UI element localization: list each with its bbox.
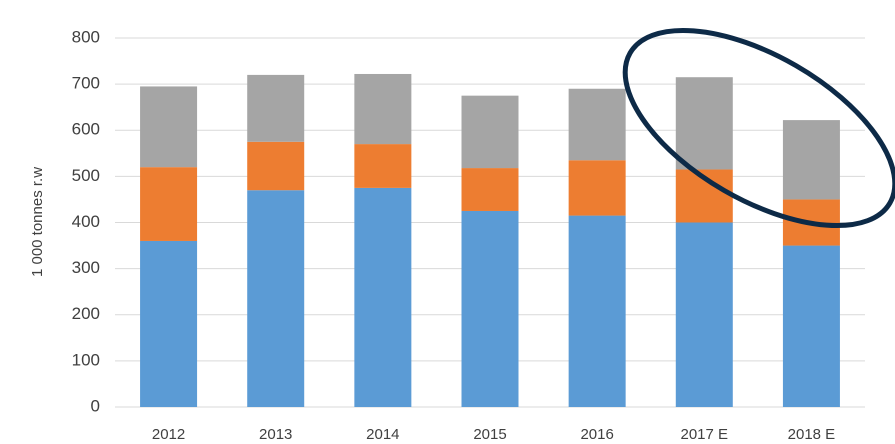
x-tick-label: 2014 xyxy=(366,426,399,443)
x-tick-label: 2015 xyxy=(473,426,506,443)
bar-segment xyxy=(140,86,198,168)
y-axis-label: 1 000 tonnes r.w xyxy=(29,167,46,277)
bar-segment xyxy=(461,95,519,169)
bar-segment xyxy=(247,141,305,191)
bar-segment xyxy=(675,222,733,407)
y-tick-label: 500 xyxy=(72,166,100,185)
bar-segment xyxy=(354,144,412,188)
y-tick-label: 200 xyxy=(72,304,100,323)
y-tick-label: 300 xyxy=(72,258,100,277)
y-tick-label: 700 xyxy=(72,74,100,93)
y-tick-label: 600 xyxy=(72,120,100,139)
bar-segment xyxy=(568,215,626,407)
x-tick-label: 2017 E xyxy=(681,426,729,443)
bar-segment xyxy=(354,73,412,145)
bar-segment xyxy=(782,120,840,200)
y-tick-label: 100 xyxy=(72,350,100,369)
x-tick-label: 2018 E xyxy=(788,426,836,443)
x-tick-label: 2012 xyxy=(152,426,185,443)
y-tick-label: 400 xyxy=(72,212,100,231)
plot: 0 100 200 300 400 500 600 700 800 2012 2013 2014 201… xyxy=(72,27,865,443)
bar-segment xyxy=(354,187,412,407)
bar-segment xyxy=(247,74,305,142)
x-tick-label: 2016 xyxy=(580,426,613,443)
x-tick-label: 2013 xyxy=(259,426,292,443)
bar-segment xyxy=(140,167,198,241)
y-tick-label: 0 xyxy=(91,396,100,415)
bar-segment xyxy=(568,160,626,216)
bar-segment xyxy=(461,210,519,407)
bar-segment xyxy=(461,168,519,211)
y-tick-label: 800 xyxy=(72,27,100,46)
bar-segment xyxy=(247,190,305,407)
highlight-ellipse xyxy=(622,27,895,229)
bar-segment xyxy=(568,88,626,161)
bar-segment xyxy=(675,77,733,170)
bar-segment xyxy=(782,245,840,407)
bar-segment xyxy=(140,240,198,407)
